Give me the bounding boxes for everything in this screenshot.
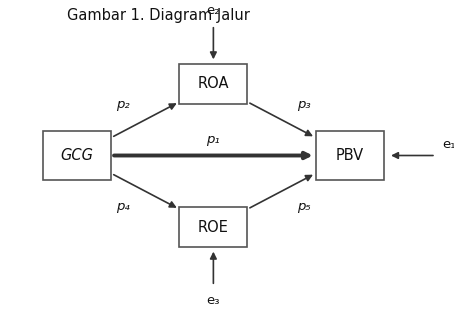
Text: p₃: p₃	[297, 98, 311, 111]
Text: e₂: e₂	[207, 4, 220, 17]
Text: p₂: p₂	[116, 98, 129, 111]
Text: ROE: ROE	[198, 220, 229, 234]
Text: GCG: GCG	[61, 148, 94, 163]
Text: p₅: p₅	[297, 200, 311, 213]
Text: e₁: e₁	[443, 138, 454, 151]
Text: p₁: p₁	[207, 133, 220, 146]
Text: Gambar 1. Diagram Jalur: Gambar 1. Diagram Jalur	[68, 8, 250, 23]
Text: e₃: e₃	[207, 294, 220, 307]
FancyBboxPatch shape	[43, 131, 111, 180]
Text: PBV: PBV	[336, 148, 364, 163]
Text: p₄: p₄	[116, 200, 129, 213]
FancyBboxPatch shape	[179, 207, 247, 247]
FancyBboxPatch shape	[316, 131, 384, 180]
FancyBboxPatch shape	[179, 64, 247, 104]
Text: ROA: ROA	[197, 77, 229, 91]
